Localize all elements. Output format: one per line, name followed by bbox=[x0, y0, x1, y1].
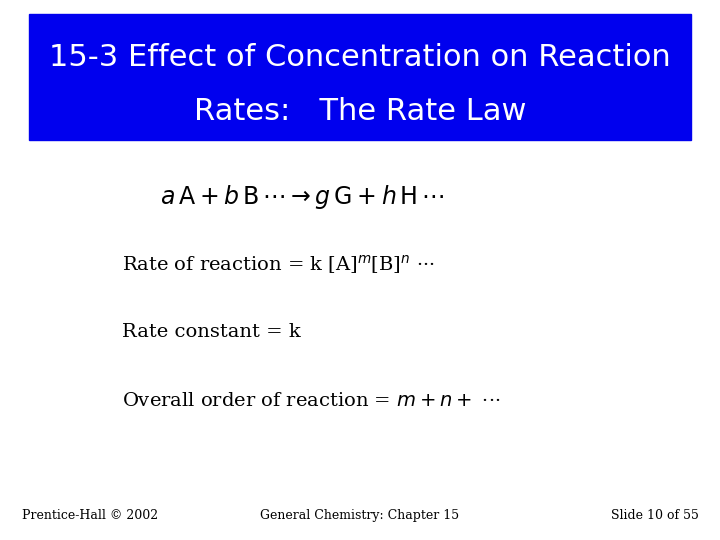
Text: Rate of reaction = k [A]$^{m}$[B]$^{n}$ ···: Rate of reaction = k [A]$^{m}$[B]$^{n}$ … bbox=[122, 253, 435, 276]
Text: $a\,\mathrm{A} + b\,\mathrm{B}\,\cdots \rightarrow g\,\mathrm{G} + h\,\mathrm{H}: $a\,\mathrm{A} + b\,\mathrm{B}\,\cdots \… bbox=[160, 183, 445, 211]
Text: Slide 10 of 55: Slide 10 of 55 bbox=[611, 509, 698, 522]
Text: Rates:   The Rate Law: Rates: The Rate Law bbox=[194, 97, 526, 126]
Text: Rate constant = k: Rate constant = k bbox=[122, 323, 301, 341]
Text: General Chemistry: Chapter 15: General Chemistry: Chapter 15 bbox=[261, 509, 459, 522]
FancyBboxPatch shape bbox=[29, 14, 691, 140]
Text: Prentice-Hall © 2002: Prentice-Hall © 2002 bbox=[22, 509, 158, 522]
Text: Overall order of reaction = $m + n +$ ···: Overall order of reaction = $m + n +$ ··… bbox=[122, 392, 501, 410]
Text: 15-3 Effect of Concentration on Reaction: 15-3 Effect of Concentration on Reaction bbox=[49, 43, 671, 72]
